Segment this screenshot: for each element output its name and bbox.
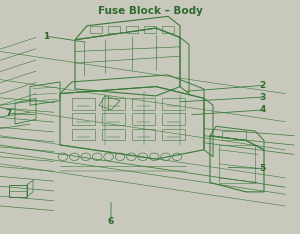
Text: Fuse Block – Body: Fuse Block – Body bbox=[98, 6, 202, 16]
Text: 6: 6 bbox=[108, 217, 114, 226]
Text: 1: 1 bbox=[44, 32, 50, 41]
Text: 7: 7 bbox=[6, 109, 12, 118]
Text: 5: 5 bbox=[260, 164, 266, 173]
Text: 4: 4 bbox=[259, 106, 266, 114]
Text: 3: 3 bbox=[260, 93, 266, 102]
Text: 2: 2 bbox=[260, 81, 266, 90]
